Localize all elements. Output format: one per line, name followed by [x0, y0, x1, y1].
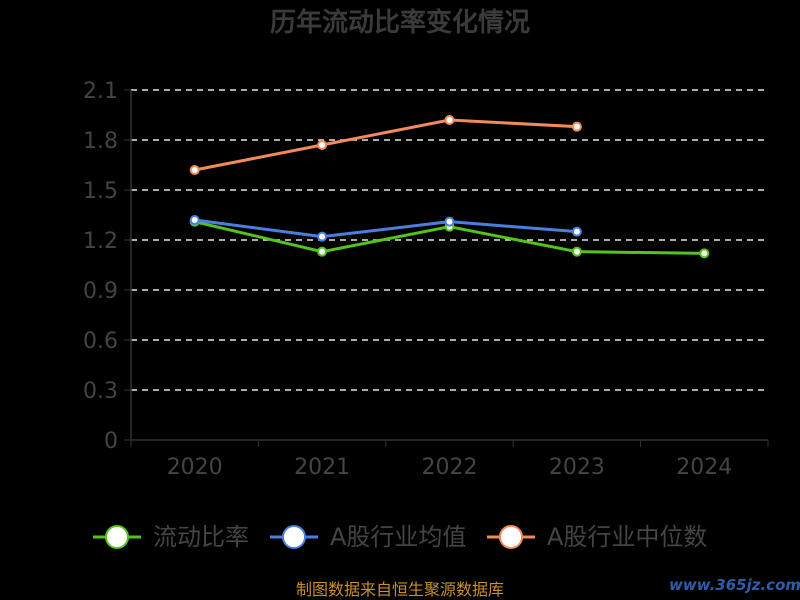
data-point — [189, 215, 200, 225]
series-line — [194, 218, 578, 239]
chart-title: 历年流动比率变化情况 — [270, 7, 530, 38]
y-tick-label: 1.8 — [83, 129, 118, 154]
legend: 流动比率 A股行业均值 A股行业中位数 — [93, 523, 707, 551]
x-tick-label: 2022 — [422, 455, 478, 480]
data-point — [571, 121, 582, 132]
x-tick-label: 2021 — [294, 455, 350, 480]
x-tick-label: 2023 — [549, 455, 605, 480]
series-line — [194, 118, 577, 172]
y-tick-label: 1.5 — [83, 179, 118, 204]
data-point — [571, 226, 582, 237]
legend-label-0: 流动比率 — [153, 523, 249, 551]
watermark-text: www.365jz.com — [669, 576, 800, 594]
y-tick-label: 0.9 — [83, 279, 118, 304]
legend-marker-0 — [105, 525, 129, 549]
x-tick-label: 2020 — [167, 455, 223, 480]
data-point — [189, 165, 200, 175]
axis-layer: 0 0.3 0.6 0.9 1.2 1.5 1.8 2.1 2020 2021 2022 2023 20… — [83, 79, 769, 480]
data-point — [317, 246, 328, 257]
data-point — [571, 246, 582, 257]
data-point — [699, 248, 710, 259]
y-tick-label: 1.2 — [83, 229, 118, 254]
x-tick-label: 2024 — [676, 455, 732, 480]
data-source-note: 制图数据来自恒生聚源数据库 — [296, 580, 504, 599]
legend-label-1: A股行业均值 — [330, 523, 466, 551]
y-tick-label: 0 — [104, 429, 118, 454]
grid-layer — [131, 89, 768, 391]
y-tick-label: 2.1 — [83, 79, 118, 104]
data-point — [317, 140, 328, 150]
data-point — [444, 216, 455, 227]
legend-marker-2 — [499, 525, 523, 549]
y-tick-label: 0.6 — [83, 329, 118, 354]
legend-label-2: A股行业中位数 — [547, 523, 707, 551]
data-point — [317, 231, 328, 242]
data-point — [444, 115, 455, 125]
series-layer — [189, 115, 710, 259]
legend-marker-1 — [282, 525, 306, 549]
y-tick-label: 0.3 — [83, 379, 118, 404]
